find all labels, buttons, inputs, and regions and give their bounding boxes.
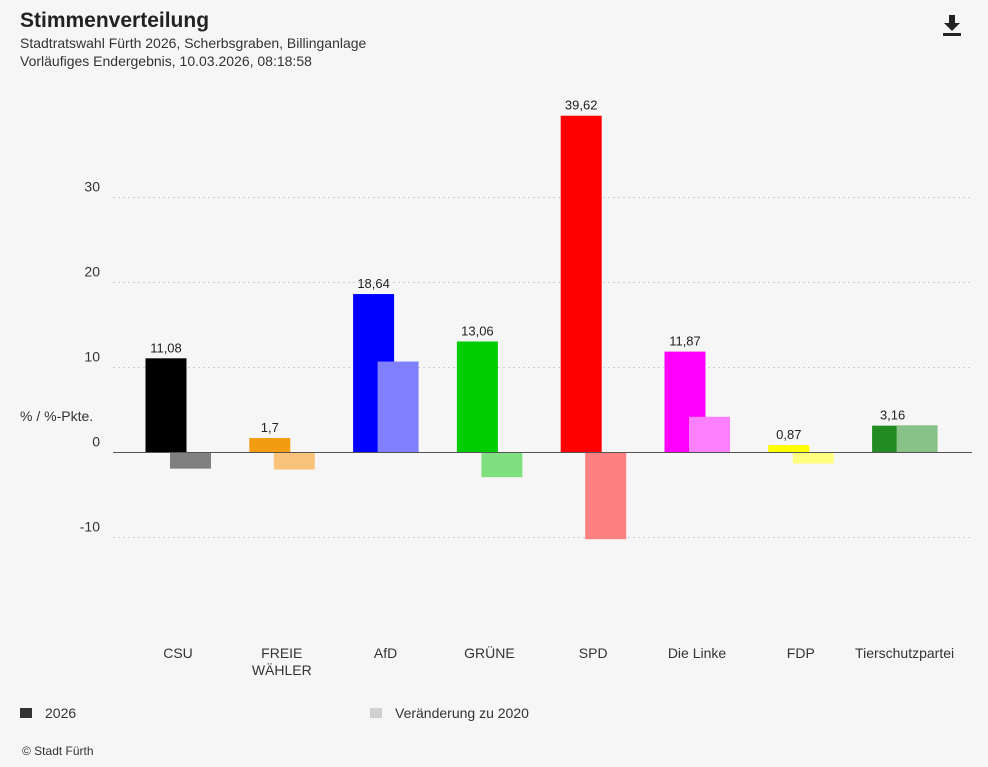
- x-tick-label: FDP: [787, 645, 815, 661]
- legend-swatch-2026: [20, 708, 32, 718]
- bar-change: [170, 452, 211, 469]
- y-tick-label: -10: [80, 519, 100, 535]
- data-label: 11,87: [669, 334, 701, 349]
- chart-header: Stimmenverteilung Stadtratswahl Fürth 20…: [20, 8, 366, 70]
- bar-2026: [768, 445, 810, 453]
- data-label: 13,06: [461, 323, 494, 338]
- bar-chart: -10 0 10 20 30 % / %-Pkte. 11,08 CSU 1,7 FREIE WÄH…: [20, 98, 972, 678]
- bar-change: [585, 452, 627, 540]
- legend-label-change: Veränderung zu 2020: [395, 705, 529, 721]
- chart-timestamp: Vorläufiges Endergebnis, 10.03.2026, 08:…: [20, 53, 312, 69]
- bar-2026: [456, 341, 498, 453]
- x-tick-label: SPD: [579, 645, 608, 661]
- y-tick-label: 20: [84, 264, 100, 280]
- bar-2026: [145, 358, 187, 453]
- bar-change: [273, 452, 315, 470]
- legend-label-2026: 2026: [45, 705, 77, 721]
- chart-title: Stimmenverteilung: [20, 9, 210, 32]
- y-tick-label: 30: [84, 179, 100, 195]
- legend-swatch-change: [370, 708, 382, 718]
- data-label: 18,64: [357, 276, 390, 291]
- bar-change: [896, 425, 938, 453]
- legend-item-change[interactable]: Veränderung zu 2020: [370, 705, 529, 721]
- bar-change: [481, 452, 523, 478]
- x-tick-label: GRÜNE: [464, 644, 515, 661]
- bar-change: [377, 361, 419, 453]
- y-tick-label: 0: [92, 434, 100, 450]
- bar-change: [792, 452, 834, 464]
- data-label: 3,16: [880, 408, 905, 423]
- copyright: © Stadt Fürth: [22, 744, 94, 758]
- chart-subtitle: Stadtratswahl Fürth 2026, Scherbsgraben,…: [20, 35, 367, 51]
- bar-change: [689, 416, 730, 453]
- download-icon[interactable]: [940, 12, 964, 38]
- x-tick-label: Tierschutzpartei: [855, 645, 954, 661]
- data-label: 11,08: [150, 340, 182, 355]
- bar-2026: [560, 115, 602, 453]
- x-tick-label: CSU: [163, 645, 193, 661]
- bar-2026: [249, 438, 291, 453]
- y-axis-label: % / %-Pkte.: [20, 408, 93, 424]
- data-label: 1,7: [261, 420, 279, 435]
- data-label: 39,62: [565, 98, 598, 113]
- x-tick-label: AfD: [374, 645, 397, 661]
- x-tick-label: FREIE WÄHLER: [252, 645, 312, 678]
- legend-item-2026[interactable]: 2026: [20, 705, 76, 721]
- y-tick-label: 10: [84, 349, 100, 365]
- data-label: 0,87: [776, 427, 801, 442]
- x-tick-label: Die Linke: [668, 645, 727, 661]
